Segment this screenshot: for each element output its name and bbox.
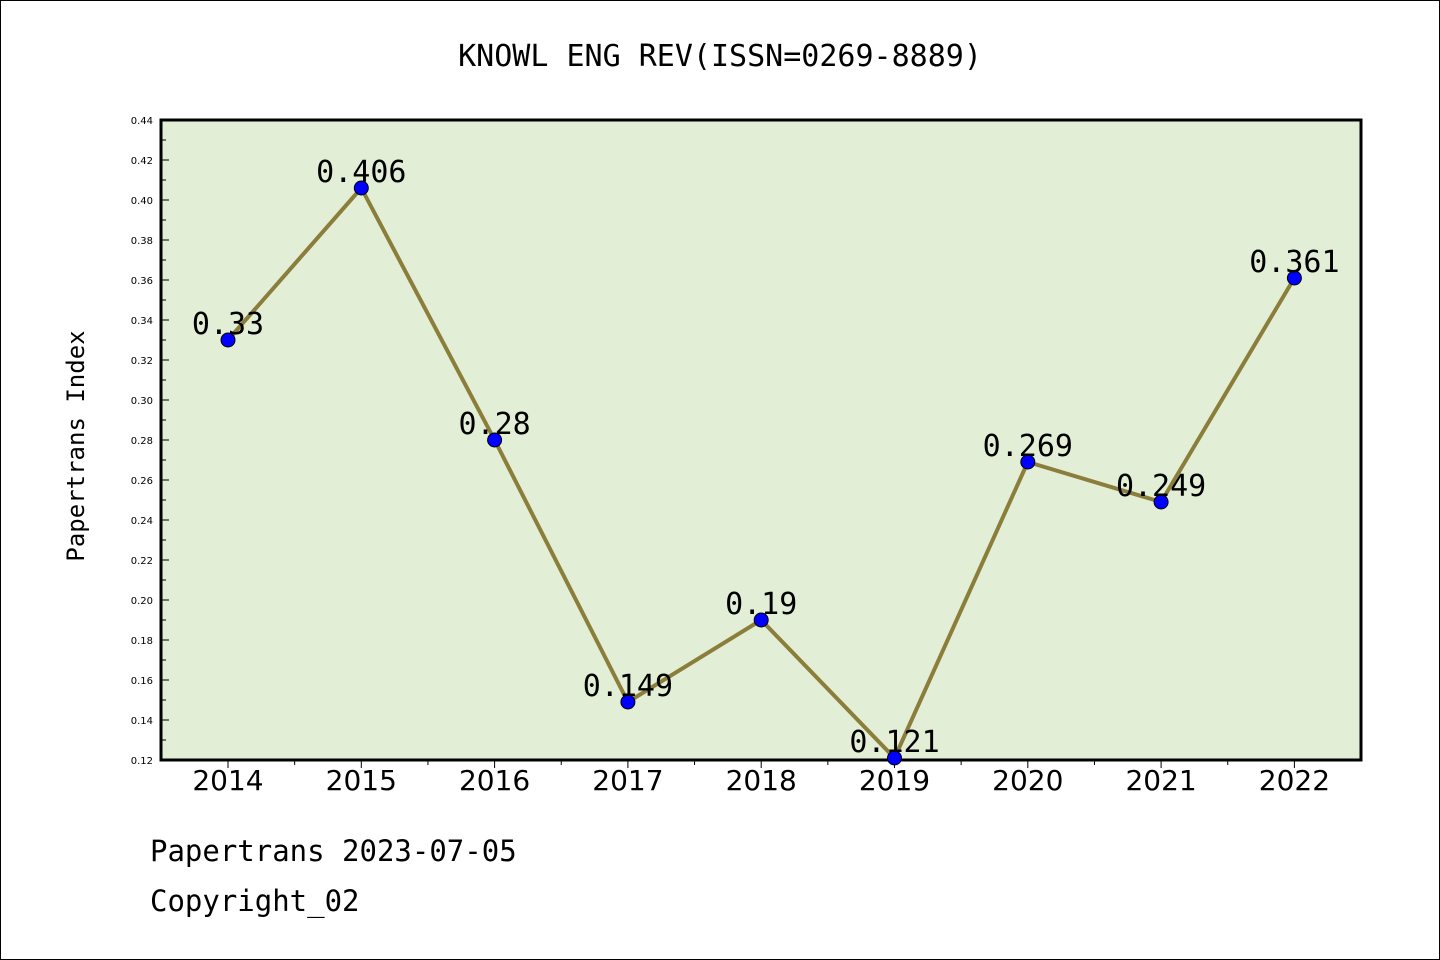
data-label: 0.121 xyxy=(849,725,939,760)
x-tick-label: 2018 xyxy=(726,764,797,797)
chart-title: KNOWL ENG REV(ISSN=0269-8889) xyxy=(458,39,982,74)
x-tick-label: 2019 xyxy=(859,764,930,797)
y-tick-label: 0.26 xyxy=(131,476,153,487)
data-point xyxy=(620,694,636,710)
y-tick-label: 0.32 xyxy=(131,356,153,367)
x-tick-label: 2014 xyxy=(192,764,263,797)
data-label: 0.361 xyxy=(1249,245,1339,280)
data-label: 0.406 xyxy=(316,155,406,190)
footer-date: Papertrans 2023-07-05 xyxy=(150,834,517,868)
y-axis: 0.12 0.14 0.16 0.18 0.20 0.22 0.24 0.26 0.28 0.30… xyxy=(131,116,169,767)
y-tick-label: 0.18 xyxy=(131,636,153,647)
x-tick-label: 2017 xyxy=(592,764,663,797)
y-tick-label: 0.38 xyxy=(131,236,153,247)
y-tick-label: 0.24 xyxy=(131,516,153,527)
data-labels: 0.33 0.406 0.28 0.149 0.19 0.121 0.269 0.249 0.3… xyxy=(192,155,1340,760)
y-tick-label: 0.16 xyxy=(131,676,153,687)
x-tick-label: 2020 xyxy=(992,764,1063,797)
y-tick-label: 0.36 xyxy=(131,276,153,287)
series-group xyxy=(220,180,1302,766)
y-tick-label: 0.34 xyxy=(131,316,153,327)
y-tick-label: 0.14 xyxy=(131,716,153,727)
data-point xyxy=(1153,494,1169,510)
data-point xyxy=(753,612,769,628)
data-point xyxy=(220,332,236,348)
plot-area xyxy=(159,118,1363,762)
data-label: 0.33 xyxy=(192,307,264,342)
y-tick-label: 0.44 xyxy=(131,116,153,127)
data-point xyxy=(353,180,369,196)
y-tick-label: 0.42 xyxy=(131,156,153,167)
data-label: 0.28 xyxy=(458,407,530,442)
x-tick-label: 2015 xyxy=(326,764,397,797)
y-tick-label: 0.40 xyxy=(131,196,153,207)
x-tick-label: 2021 xyxy=(1125,764,1196,797)
y-tick-label: 0.22 xyxy=(131,556,153,567)
data-point xyxy=(887,750,902,766)
data-point xyxy=(1020,454,1036,470)
data-point xyxy=(1286,270,1302,286)
data-label: 0.19 xyxy=(725,587,797,622)
data-label: 0.249 xyxy=(1116,469,1206,504)
x-tick-label: 2022 xyxy=(1259,764,1330,797)
x-tick-label: 2016 xyxy=(459,764,530,797)
data-label: 0.269 xyxy=(983,429,1073,464)
footer-copyright: Copyright_02 xyxy=(150,884,360,918)
y-tick-label: 0.28 xyxy=(131,436,153,447)
y-tick-label: 0.20 xyxy=(131,596,153,607)
x-axis: 2014 2015 2016 2017 2018 2019 2020 2021 2022 xyxy=(192,760,1330,797)
y-tick-label: 0.12 xyxy=(131,756,153,767)
data-label: 0.149 xyxy=(583,669,673,704)
data-point xyxy=(487,432,503,448)
y-axis-label: Papertrans Index xyxy=(62,330,90,561)
y-tick-label: 0.30 xyxy=(131,396,153,407)
